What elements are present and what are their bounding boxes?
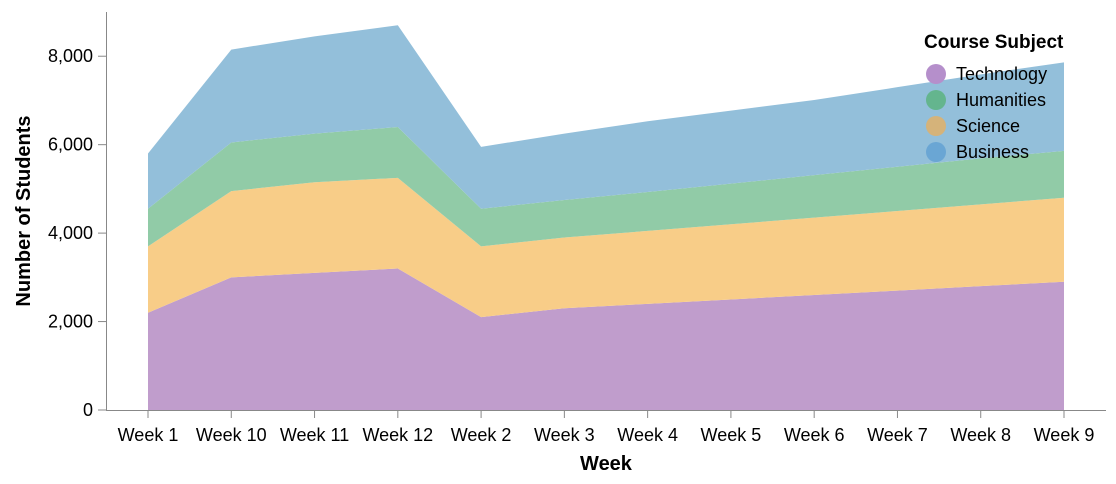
legend-swatch-humanities xyxy=(926,90,946,110)
legend-swatch-science xyxy=(926,116,946,136)
x-tick-label: Week 11 xyxy=(280,425,349,445)
legend: Course Subject Technology Humanities Scien… xyxy=(924,32,1064,162)
y-axis-title: Number of Students xyxy=(13,115,35,306)
legend-label-science: Science xyxy=(956,116,1020,136)
legend-title: Course Subject xyxy=(924,32,1064,53)
area-business xyxy=(148,25,1064,209)
y-axis: 0 2,000 4,000 6,000 8,000 xyxy=(48,12,107,420)
y-tick-label: 0 xyxy=(83,400,93,420)
y-tick-label: 6,000 xyxy=(48,135,93,155)
x-axis-title: Week xyxy=(580,453,633,475)
x-tick-label: Week 5 xyxy=(701,425,762,445)
legend-label-business: Business xyxy=(956,142,1029,162)
x-tick-label: Week 3 xyxy=(534,425,595,445)
area-humanities xyxy=(148,126,1064,247)
legend-label-humanities: Humanities xyxy=(956,90,1046,110)
x-tick-label: Week 1 xyxy=(118,425,179,445)
area-layers xyxy=(148,25,1064,410)
y-tick-label: 2,000 xyxy=(48,312,93,332)
area-technology xyxy=(148,268,1064,410)
legend-swatch-business xyxy=(926,142,946,162)
x-tick-label: Week 12 xyxy=(362,425,433,445)
y-tick-label: 8,000 xyxy=(48,46,93,66)
legend-label-technology: Technology xyxy=(956,64,1047,84)
x-tick-label: Week 2 xyxy=(451,425,512,445)
x-tick-label: Week 8 xyxy=(950,425,1011,445)
legend-swatch-technology xyxy=(926,64,946,84)
x-tick-label: Week 6 xyxy=(784,425,845,445)
x-tick-label: Week 4 xyxy=(617,425,678,445)
x-tick-label: Week 7 xyxy=(867,425,928,445)
x-tick-label: Week 10 xyxy=(196,425,267,445)
area-science xyxy=(148,177,1064,318)
y-tick-label: 4,000 xyxy=(48,223,93,243)
x-tick-label: Week 9 xyxy=(1034,425,1095,445)
x-axis: Week 1 Week 10 Week 11 Week 12 Week 2 Week 3 W… xyxy=(106,410,1106,445)
